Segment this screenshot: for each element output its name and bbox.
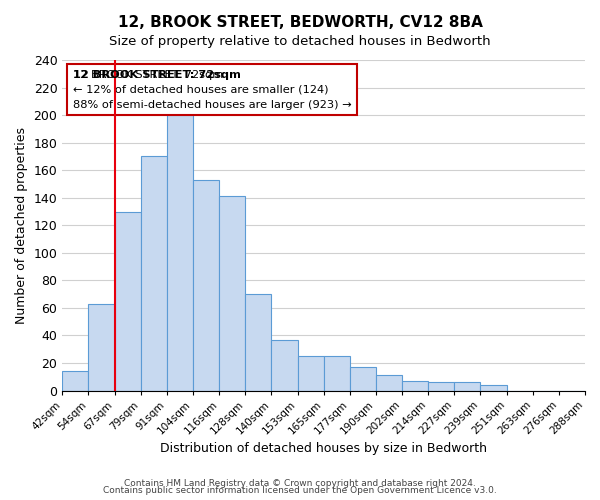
Bar xyxy=(454,382,481,390)
Bar xyxy=(219,196,245,390)
Bar xyxy=(88,304,115,390)
Bar xyxy=(62,372,88,390)
Y-axis label: Number of detached properties: Number of detached properties xyxy=(15,127,28,324)
Bar xyxy=(271,340,298,390)
Bar xyxy=(193,180,219,390)
Text: Contains public sector information licensed under the Open Government Licence v3: Contains public sector information licen… xyxy=(103,486,497,495)
Bar xyxy=(402,381,428,390)
Bar xyxy=(428,382,454,390)
Bar xyxy=(298,356,323,390)
Text: 12 BROOK STREET: 72sqm
← 12% of detached houses are smaller (124)
88% of semi-de: 12 BROOK STREET: 72sqm ← 12% of detached… xyxy=(73,70,352,110)
Bar xyxy=(245,294,271,390)
Text: Contains HM Land Registry data © Crown copyright and database right 2024.: Contains HM Land Registry data © Crown c… xyxy=(124,478,476,488)
Bar xyxy=(323,356,350,390)
Text: 12, BROOK STREET, BEDWORTH, CV12 8BA: 12, BROOK STREET, BEDWORTH, CV12 8BA xyxy=(118,15,482,30)
Bar xyxy=(481,385,506,390)
Bar xyxy=(376,376,402,390)
X-axis label: Distribution of detached houses by size in Bedworth: Distribution of detached houses by size … xyxy=(160,442,487,455)
Bar xyxy=(115,212,140,390)
Bar xyxy=(350,367,376,390)
Bar xyxy=(140,156,167,390)
Bar xyxy=(167,115,193,390)
Text: 12 BROOK STREET: 72sqm: 12 BROOK STREET: 72sqm xyxy=(73,70,241,80)
Text: Size of property relative to detached houses in Bedworth: Size of property relative to detached ho… xyxy=(109,35,491,48)
